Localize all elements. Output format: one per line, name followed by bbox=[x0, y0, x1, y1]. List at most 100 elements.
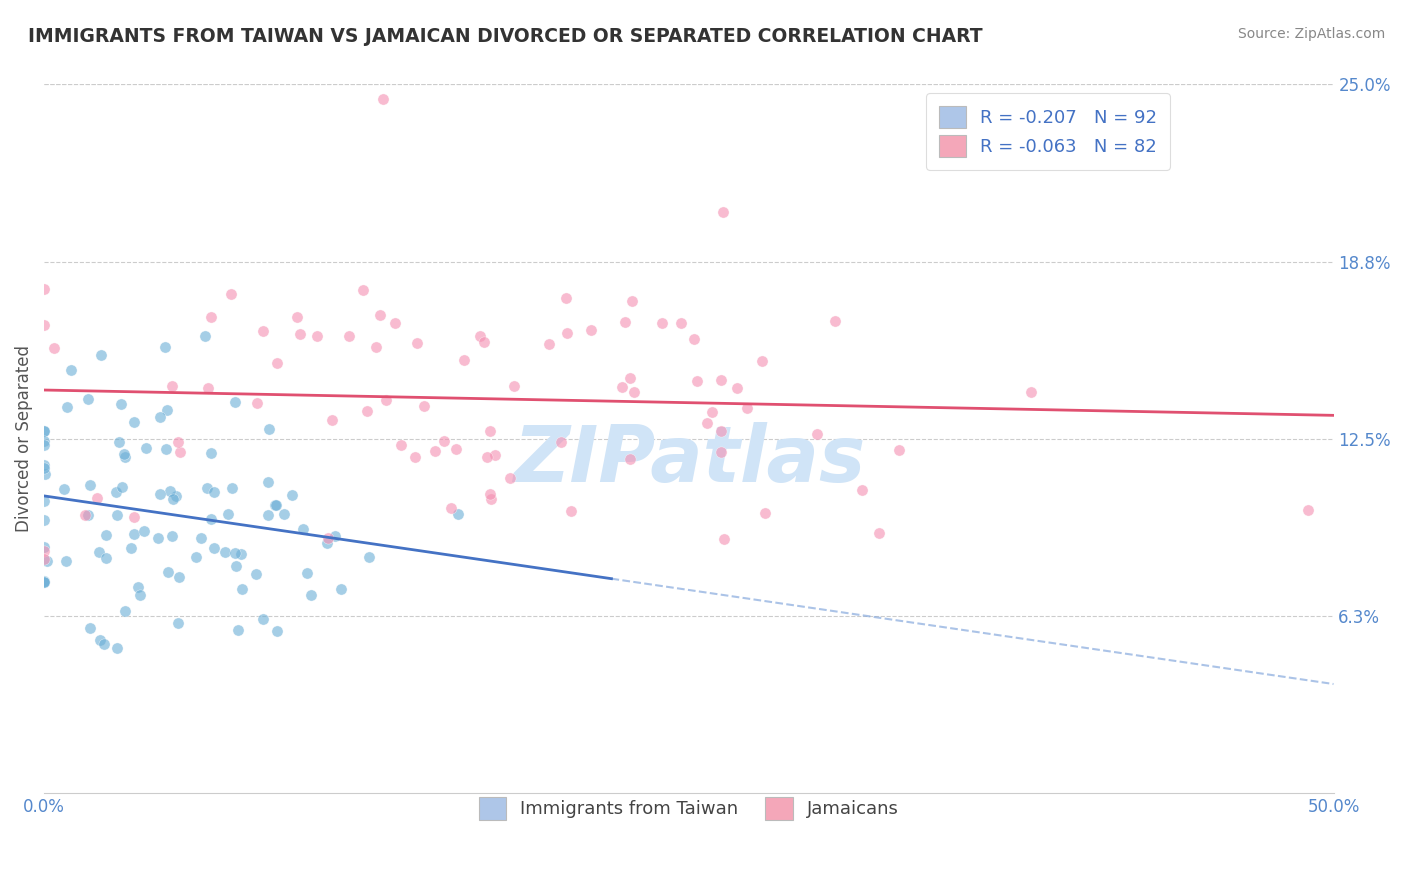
Point bbox=[120, 541, 142, 555]
Point bbox=[368, 308, 391, 322]
Point bbox=[60, 363, 83, 377]
Point bbox=[621, 293, 644, 308]
Point bbox=[499, 470, 522, 484]
Point bbox=[725, 381, 748, 395]
Point bbox=[156, 403, 179, 417]
Point bbox=[321, 413, 343, 427]
Point bbox=[194, 329, 217, 343]
Point bbox=[413, 399, 436, 413]
Point bbox=[619, 371, 641, 385]
Point bbox=[200, 512, 222, 526]
Point bbox=[77, 508, 100, 522]
Point bbox=[149, 487, 172, 501]
Point bbox=[623, 385, 645, 400]
Point bbox=[266, 624, 288, 638]
Point bbox=[122, 527, 145, 541]
Legend: Immigrants from Taiwan, Jamaicans: Immigrants from Taiwan, Jamaicans bbox=[464, 783, 914, 834]
Point bbox=[252, 324, 274, 338]
Point bbox=[105, 641, 128, 656]
Point bbox=[371, 92, 394, 106]
Point bbox=[186, 549, 208, 564]
Point bbox=[32, 424, 55, 438]
Point bbox=[202, 541, 225, 555]
Point bbox=[114, 604, 136, 618]
Point bbox=[619, 451, 641, 466]
Point bbox=[221, 481, 243, 495]
Point bbox=[555, 291, 578, 305]
Point bbox=[357, 549, 380, 564]
Point bbox=[111, 480, 134, 494]
Point bbox=[406, 336, 429, 351]
Text: Source: ZipAtlas.com: Source: ZipAtlas.com bbox=[1237, 27, 1385, 41]
Point bbox=[231, 582, 253, 596]
Point bbox=[273, 507, 295, 521]
Point bbox=[197, 381, 219, 395]
Point bbox=[375, 392, 398, 407]
Point bbox=[366, 340, 388, 354]
Text: ZIPatlas: ZIPatlas bbox=[513, 422, 865, 498]
Point bbox=[32, 513, 55, 527]
Text: IMMIGRANTS FROM TAIWAN VS JAMAICAN DIVORCED OR SEPARATED CORRELATION CHART: IMMIGRANTS FROM TAIWAN VS JAMAICAN DIVOR… bbox=[28, 27, 983, 45]
Point bbox=[280, 488, 302, 502]
Point bbox=[76, 392, 98, 406]
Point bbox=[537, 337, 560, 351]
Point bbox=[155, 442, 177, 456]
Point bbox=[560, 504, 582, 518]
Point bbox=[79, 477, 101, 491]
Point bbox=[433, 434, 456, 448]
Point bbox=[157, 565, 180, 579]
Point bbox=[32, 541, 55, 555]
Y-axis label: Divorced or Separated: Divorced or Separated bbox=[15, 345, 32, 533]
Point bbox=[806, 427, 828, 442]
Point bbox=[579, 323, 602, 337]
Point bbox=[122, 415, 145, 429]
Point bbox=[34, 467, 56, 482]
Point bbox=[105, 508, 128, 523]
Point bbox=[55, 554, 77, 568]
Point bbox=[32, 574, 55, 589]
Point bbox=[751, 353, 773, 368]
Point bbox=[167, 615, 190, 630]
Point bbox=[285, 310, 308, 325]
Point bbox=[423, 444, 446, 458]
Point bbox=[122, 510, 145, 524]
Point bbox=[696, 416, 718, 430]
Point bbox=[470, 328, 492, 343]
Point bbox=[440, 500, 463, 515]
Point bbox=[42, 342, 65, 356]
Point bbox=[245, 567, 267, 582]
Point bbox=[149, 409, 172, 424]
Point bbox=[710, 424, 733, 438]
Point bbox=[32, 574, 55, 589]
Point bbox=[32, 493, 55, 508]
Point bbox=[266, 356, 288, 370]
Point bbox=[165, 489, 187, 503]
Point bbox=[503, 379, 526, 393]
Point bbox=[35, 554, 58, 568]
Point bbox=[107, 435, 129, 450]
Point bbox=[32, 438, 55, 452]
Point bbox=[295, 566, 318, 581]
Point bbox=[288, 327, 311, 342]
Point bbox=[610, 380, 633, 394]
Point bbox=[231, 547, 253, 561]
Point bbox=[127, 581, 149, 595]
Point bbox=[160, 529, 183, 543]
Point bbox=[224, 546, 246, 560]
Point bbox=[32, 424, 55, 438]
Point bbox=[444, 442, 467, 457]
Point bbox=[257, 422, 280, 436]
Point bbox=[337, 328, 360, 343]
Point bbox=[474, 334, 496, 349]
Point bbox=[112, 447, 135, 461]
Point bbox=[702, 405, 724, 419]
Point bbox=[686, 375, 709, 389]
Point bbox=[202, 484, 225, 499]
Point bbox=[134, 524, 156, 539]
Point bbox=[153, 340, 176, 354]
Point bbox=[219, 287, 242, 301]
Point bbox=[110, 397, 132, 411]
Point bbox=[356, 404, 378, 418]
Point bbox=[477, 450, 499, 465]
Point bbox=[710, 445, 733, 459]
